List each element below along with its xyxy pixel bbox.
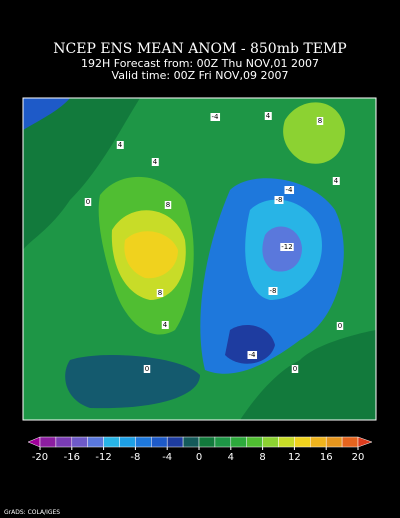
valid-time: Valid time: 00Z Fri NOV,09 2007 [112, 69, 289, 82]
colorbar-segment [294, 436, 311, 448]
contour-label: 0 [86, 198, 90, 206]
label-box [151, 158, 159, 166]
label-box [284, 186, 295, 194]
map: -4 4 4 0 8 8 4 -4 -8 -12 -8 -4 0 0 8 4 4… [22, 97, 377, 421]
contour-label: -4 [212, 113, 220, 121]
colorbar-tick-label: -12 [95, 452, 111, 463]
colorbar-segment [310, 436, 327, 448]
contour-label: 8 [166, 201, 170, 209]
contour-label: 4 [118, 141, 123, 149]
colorbar-segment [325, 436, 343, 448]
colorbar-segment [198, 436, 216, 448]
label-box [268, 287, 278, 295]
colorbar-segment [119, 436, 136, 448]
label-box [116, 141, 124, 149]
colorbar-tick-label: -4 [162, 452, 172, 463]
contour-label: 0 [338, 322, 342, 330]
contour-label: 4 [163, 321, 168, 329]
colorbar-tick-label: -20 [32, 452, 48, 463]
contour-label: -4 [286, 186, 294, 194]
contour-label: -12 [281, 243, 292, 251]
label-box [210, 113, 221, 121]
label-box [164, 201, 172, 209]
colorbar-segment [55, 436, 73, 448]
contour-label: 4 [153, 158, 158, 166]
label-box [161, 321, 169, 329]
colorbar-arrow [357, 436, 373, 448]
label-box [247, 351, 258, 359]
colorbar-segment [278, 436, 295, 448]
colorbar-segment [151, 436, 168, 448]
colorbar-tick-label: 8 [259, 452, 265, 463]
label-box [143, 365, 151, 373]
contour-label: 8 [318, 117, 322, 125]
contour-label: -8 [270, 287, 277, 295]
colorbar-segment [182, 436, 200, 448]
contour-label: 4 [334, 177, 339, 185]
colorbar-tick-label: -8 [130, 452, 140, 463]
contour-label: -8 [276, 196, 283, 204]
contour-label: -4 [249, 351, 257, 359]
label-box [274, 196, 284, 204]
forecast: 192H Forecast from: 00Z Thu NOV,01 2007 [81, 57, 319, 70]
contour-labels: -4 4 4 0 8 8 4 -4 -8 -12 -8 -4 0 0 8 4 4… [84, 112, 344, 373]
label-box [264, 112, 272, 120]
colorbar-segment [246, 436, 263, 448]
label-box [336, 322, 344, 330]
contour-label: 0 [293, 365, 297, 373]
label-box [291, 365, 299, 373]
contour-label: 4 [266, 112, 271, 120]
footer: GrADS: COLA/IGES [4, 509, 60, 516]
label-box [316, 117, 324, 125]
colorbar-tick-label: 4 [228, 452, 234, 463]
colorbar-segment [71, 436, 88, 448]
colorbar: -20 -16 -12 -8 -4 0 4 8 12 16 20 [27, 436, 373, 463]
contour-label: 0 [145, 365, 149, 373]
label-box [332, 177, 340, 185]
colorbar-segment [166, 436, 184, 448]
colorbar-arrow [27, 436, 41, 448]
colorbar-tick-label: 16 [320, 452, 333, 463]
label-box [156, 289, 164, 297]
colorbar-tick-label: -16 [64, 452, 80, 463]
contour-label: 8 [158, 289, 162, 297]
colorbar-segment [214, 436, 232, 448]
colorbar-segment [341, 436, 359, 448]
colorbar-tick-label: 0 [196, 452, 202, 463]
colorbar-segment [103, 436, 120, 448]
colorbar-tick-label: 20 [352, 452, 365, 463]
colorbar-segment [39, 436, 57, 448]
colorbar-tick-label: 12 [288, 452, 301, 463]
colorbar-segment [230, 436, 247, 448]
label-box [280, 243, 294, 251]
title: NCEP ENS MEAN ANOM - 850mb TEMP [53, 41, 346, 57]
colorbar-segment [135, 436, 152, 448]
colorbar-segment [87, 436, 104, 448]
colorbar-segment [262, 436, 279, 448]
label-box [84, 198, 92, 206]
